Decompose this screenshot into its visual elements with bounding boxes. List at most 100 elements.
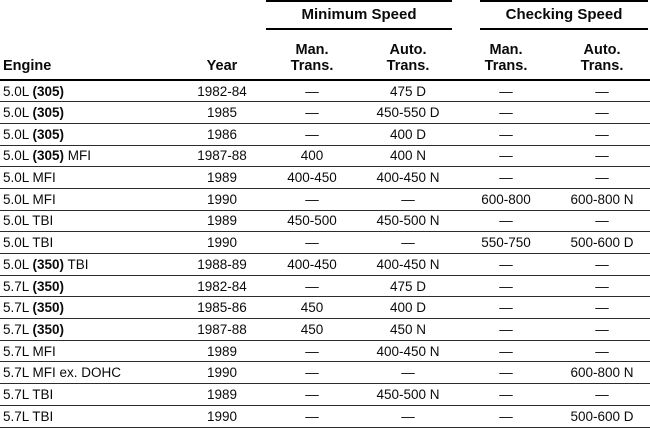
chk-auto-trans-cell: 600-800 N bbox=[554, 361, 650, 385]
col-header-line2: Trans. bbox=[386, 57, 430, 74]
year-cell: 1990 bbox=[178, 188, 266, 211]
table-row: 5.7L TBI 1990— — —500-600 D bbox=[0, 405, 650, 428]
chk-auto-trans-cell: — bbox=[554, 80, 650, 103]
col-header-line2: Trans. bbox=[580, 57, 624, 74]
chk-man-trans-cell: 600-800 bbox=[458, 188, 555, 211]
min-auto-trans-cell: 400 D bbox=[358, 123, 459, 146]
chk-auto-trans-cell: — bbox=[554, 383, 650, 406]
year-cell: 1989 bbox=[178, 210, 266, 233]
chk-auto-trans-cell: — bbox=[554, 210, 650, 233]
chk-auto-trans-cell: — bbox=[554, 145, 650, 168]
min-man-trans-cell: — bbox=[266, 101, 358, 124]
min-auto-trans-cell: 400-450 N bbox=[358, 340, 459, 363]
col-header-line1: Man. bbox=[295, 41, 329, 58]
year-cell: 1985-86 bbox=[178, 296, 266, 320]
year-cell: 1989 bbox=[178, 340, 266, 363]
min-auto-trans-cell: 400-450 N bbox=[358, 253, 459, 276]
table-row: 5.7L (350) 1985-86 450 400 D — — bbox=[0, 296, 650, 320]
chk-auto-trans-cell: — bbox=[554, 253, 650, 276]
min-auto-trans-cell: 400 D bbox=[358, 296, 459, 320]
chk-auto-trans-cell: — bbox=[554, 296, 650, 320]
chk-auto-trans-cell: — bbox=[554, 123, 650, 146]
table-row: 5.0L (305) MFI 1987-88 400 400 N — — bbox=[0, 145, 650, 168]
col-header-line2: Trans. bbox=[290, 57, 334, 74]
chk-man-trans-cell: — bbox=[458, 166, 555, 189]
table-body: 5.0L (305) 1982-84—475 D — —5.0L (305) 1985—… bbox=[0, 80, 650, 428]
chk-man-trans-cell: — bbox=[458, 361, 555, 385]
min-man-trans-cell: 450 bbox=[266, 318, 358, 341]
chk-man-trans-cell: 550-750 bbox=[458, 231, 555, 254]
engine-cell: 5.0L (350) TBI bbox=[0, 253, 178, 276]
year-cell: 1987-88 bbox=[178, 318, 266, 341]
engine-cell: 5.0L MFI bbox=[0, 166, 178, 189]
chk-auto-trans-cell: 500-600 D bbox=[554, 405, 650, 428]
col-header-year: Year bbox=[178, 30, 266, 81]
chk-man-trans-cell: — bbox=[458, 275, 555, 298]
table-row: 5.0L (305) 1986—400 D — — bbox=[0, 123, 650, 146]
engine-cell: 5.0L (305) bbox=[0, 123, 178, 146]
min-man-trans-cell: — bbox=[266, 188, 358, 211]
table-row: 5.7L (350) 1982-84—475 D — — bbox=[0, 275, 650, 298]
min-man-trans-cell: — bbox=[266, 405, 358, 428]
group-header-row: Minimum Speed Checking Speed bbox=[0, 0, 650, 30]
min-man-trans-cell: — bbox=[266, 275, 358, 298]
engine-cell: 5.0L (305) MFI bbox=[0, 145, 178, 168]
table-row: 5.0L TBI 1989 450-500 450-500 N — — bbox=[0, 210, 650, 233]
engine-cell: 5.0L TBI bbox=[0, 231, 178, 254]
min-man-trans-cell: — bbox=[266, 231, 358, 254]
min-auto-trans-cell: 475 D bbox=[358, 275, 459, 298]
min-man-trans-cell: 450 bbox=[266, 296, 358, 320]
min-man-trans-cell: — bbox=[266, 340, 358, 363]
min-auto-trans-cell: — bbox=[358, 405, 459, 428]
engine-cell: 5.7L TBI bbox=[0, 405, 178, 428]
min-auto-trans-cell: 475 D bbox=[358, 80, 459, 103]
year-cell: 1982-84 bbox=[178, 275, 266, 298]
min-man-trans-cell: 400-450 bbox=[266, 253, 358, 276]
chk-man-trans-cell: — bbox=[458, 340, 555, 363]
group-header-checking-speed-cell: Checking Speed bbox=[458, 0, 650, 30]
chk-auto-trans-cell: — bbox=[554, 166, 650, 189]
chk-man-trans-cell: — bbox=[458, 318, 555, 341]
chk-auto-trans-cell: — bbox=[554, 275, 650, 298]
col-header-chk-man-trans: Man. Trans. bbox=[458, 30, 555, 81]
engine-cell: 5.7L (350) bbox=[0, 318, 178, 341]
col-header-line1: Auto. bbox=[583, 41, 621, 58]
col-header-engine: Engine bbox=[0, 30, 178, 81]
table-row: 5.0L (305) 1982-84—475 D — — bbox=[0, 80, 650, 103]
min-auto-trans-cell: 400-450 N bbox=[358, 166, 459, 189]
chk-man-trans-cell: — bbox=[458, 101, 555, 124]
column-header-row: Engine Year Man. Trans. Auto. Trans. Man… bbox=[0, 30, 650, 81]
min-man-trans-cell: — bbox=[266, 361, 358, 385]
min-man-trans-cell: — bbox=[266, 383, 358, 406]
engine-cell: 5.0L MFI bbox=[0, 188, 178, 211]
table-row: 5.0L MFI 1990— —600-800 600-800 N bbox=[0, 188, 650, 211]
chk-man-trans-cell: — bbox=[458, 253, 555, 276]
group-header-minimum-speed-cell: Minimum Speed bbox=[266, 0, 458, 30]
engine-cell: 5.7L (350) bbox=[0, 275, 178, 298]
col-header-min-auto-trans: Auto. Trans. bbox=[358, 30, 459, 81]
min-auto-trans-cell: 400 N bbox=[358, 145, 459, 168]
engine-cell: 5.7L TBI bbox=[0, 383, 178, 406]
table-row: 5.0L (350) TBI 1988-89 400-450 400-450 N — — bbox=[0, 253, 650, 276]
chk-auto-trans-cell: — bbox=[554, 318, 650, 341]
year-cell: 1985 bbox=[178, 101, 266, 124]
chk-auto-trans-cell: — bbox=[554, 101, 650, 124]
chk-auto-trans-cell: 600-800 N bbox=[554, 188, 650, 211]
col-header-min-man-trans: Man. Trans. bbox=[266, 30, 358, 81]
engine-cell: 5.7L (350) bbox=[0, 296, 178, 320]
year-cell: 1988-89 bbox=[178, 253, 266, 276]
year-cell: 1990 bbox=[178, 405, 266, 428]
min-man-trans-cell: — bbox=[266, 123, 358, 146]
col-header-line2: Trans. bbox=[484, 57, 528, 74]
chk-auto-trans-cell: — bbox=[554, 340, 650, 363]
group-header-checking-speed: Checking Speed bbox=[480, 0, 649, 30]
year-cell: 1986 bbox=[178, 123, 266, 146]
engine-cell: 5.0L TBI bbox=[0, 210, 178, 233]
group-header-spacer bbox=[0, 0, 266, 30]
chk-man-trans-cell: — bbox=[458, 383, 555, 406]
table-row: 5.7L MFI ex. DOHC 1990— — —600-800 N bbox=[0, 361, 650, 385]
engine-cell: 5.0L (305) bbox=[0, 101, 178, 124]
min-auto-trans-cell: 450-550 D bbox=[358, 101, 459, 124]
